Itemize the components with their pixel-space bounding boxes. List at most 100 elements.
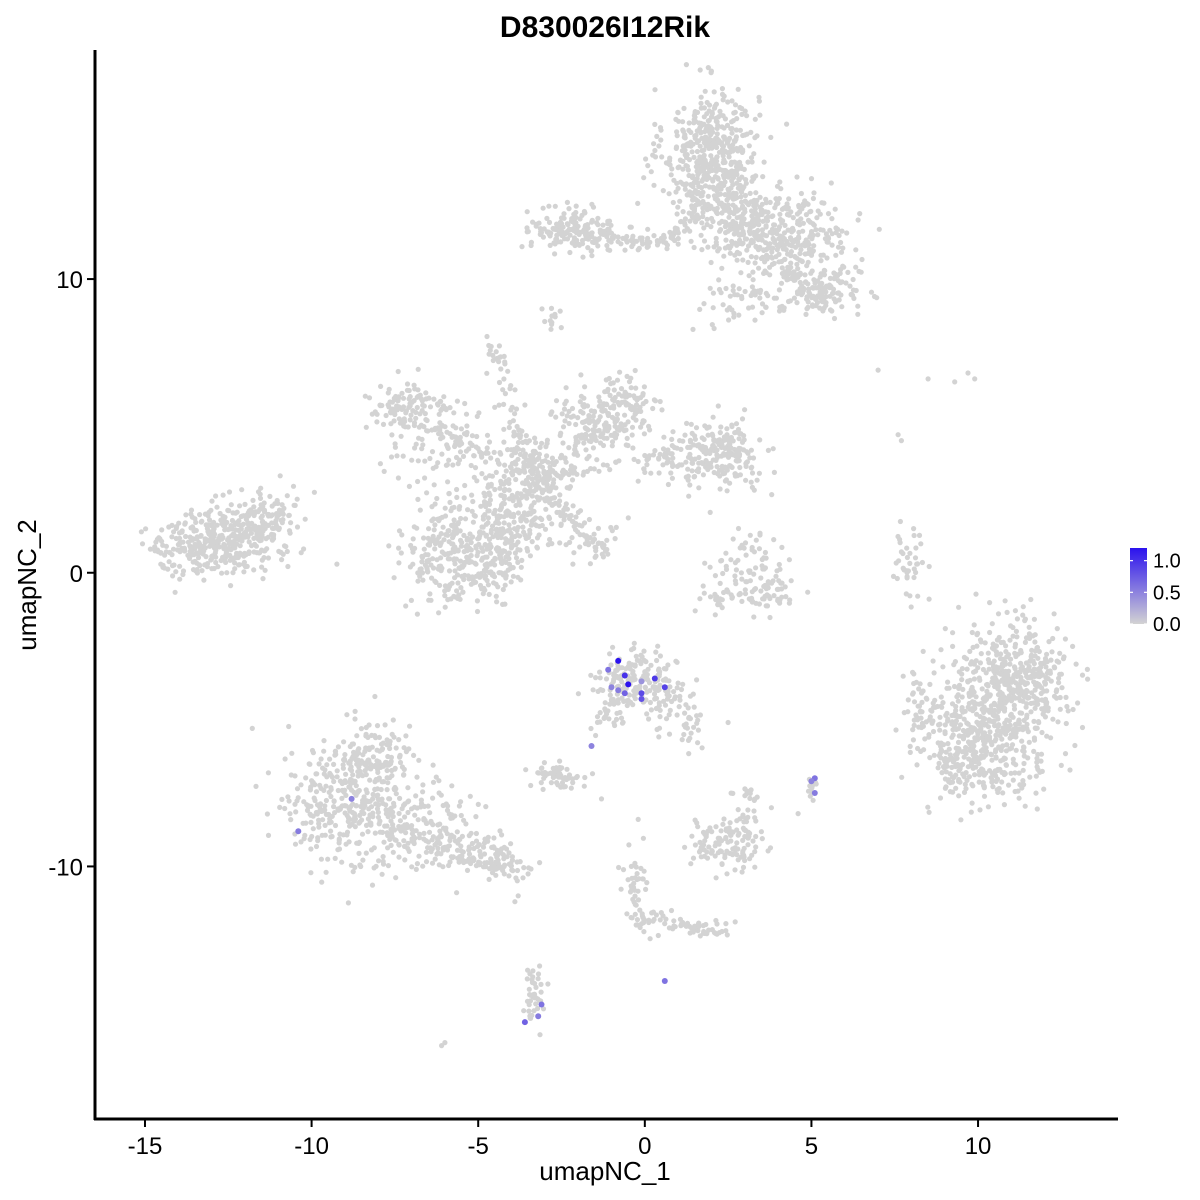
cell-point <box>963 770 969 776</box>
cell-point <box>930 700 936 706</box>
cell-point <box>308 846 314 852</box>
cell-point <box>713 239 719 245</box>
cell-point <box>474 433 480 440</box>
cell-point <box>532 435 538 441</box>
cell-point <box>1034 806 1040 812</box>
cell-point <box>675 110 681 116</box>
cell-point <box>280 551 286 557</box>
cell-point <box>239 513 246 519</box>
cell-point <box>1019 710 1025 716</box>
cell-point <box>518 515 524 522</box>
cell-point <box>911 574 917 581</box>
cell-point <box>286 723 292 730</box>
cell-point <box>757 112 763 118</box>
cell-point <box>719 142 725 148</box>
cell-point <box>930 728 937 735</box>
cell-point <box>610 397 616 403</box>
cell-point <box>592 423 598 429</box>
cell-point <box>987 768 993 774</box>
cell-point <box>758 588 764 594</box>
cell-point <box>614 710 620 716</box>
cell-point <box>692 608 698 614</box>
cell-point <box>1070 643 1076 650</box>
cell-point <box>1013 628 1020 635</box>
cell-point <box>1042 714 1048 720</box>
cell-point <box>844 230 850 236</box>
cell-point <box>1003 731 1009 737</box>
cell-point <box>525 228 531 235</box>
cell-point <box>611 672 617 678</box>
cell-point <box>447 499 453 505</box>
cell-point <box>942 626 948 632</box>
cell-point <box>782 222 788 228</box>
cell-point <box>294 524 301 530</box>
cell-point <box>661 434 667 440</box>
cell-point <box>626 402 632 408</box>
cell-point <box>410 536 416 542</box>
cell-point <box>372 830 378 836</box>
cell-point <box>679 462 685 468</box>
cell-point <box>624 702 630 709</box>
cell-point <box>957 766 963 772</box>
cell-point <box>705 466 711 473</box>
cell-point <box>678 446 684 452</box>
cell-point <box>656 734 662 740</box>
cell-point <box>839 279 845 285</box>
cell-point <box>185 539 191 545</box>
cell-point <box>764 584 770 591</box>
cell-point <box>824 255 830 261</box>
cell-point <box>396 545 402 551</box>
cell-point <box>995 611 1002 617</box>
cell-point <box>539 522 545 529</box>
cell-point <box>790 215 796 221</box>
cell-point <box>384 787 390 793</box>
cell-point <box>552 241 558 247</box>
cell-point <box>389 731 395 738</box>
cell-point <box>742 587 748 593</box>
cell-point <box>489 572 495 578</box>
cell-point <box>811 222 817 228</box>
cell-point <box>703 458 709 464</box>
cell-point <box>343 792 349 799</box>
cell-point <box>654 726 660 733</box>
cell-point <box>542 318 548 325</box>
cell-point <box>847 283 853 289</box>
cell-point <box>628 375 634 381</box>
cell-point <box>757 437 763 443</box>
cell-point <box>764 218 771 224</box>
cell-point <box>610 644 616 650</box>
cell-point <box>992 771 998 778</box>
cell-point <box>786 196 792 202</box>
cell-point <box>803 311 809 317</box>
cell-point <box>482 542 488 548</box>
cell-point <box>969 629 975 636</box>
cell-point <box>918 724 924 730</box>
cell-point <box>726 206 732 212</box>
cell-point <box>222 514 228 520</box>
cell-point <box>990 784 996 790</box>
cell-point <box>811 190 817 196</box>
cell-point <box>635 408 641 415</box>
cell-point <box>753 173 759 179</box>
cell-point <box>582 224 588 230</box>
cell-point <box>629 237 635 243</box>
cell-point <box>835 226 841 232</box>
cell-point <box>1062 751 1069 757</box>
cell-point <box>526 491 532 497</box>
cell-point <box>589 219 595 225</box>
cell-point <box>657 714 663 720</box>
cell-point <box>680 438 686 444</box>
cell-point <box>727 293 733 299</box>
cell-point <box>430 762 436 768</box>
cell-point <box>776 578 782 584</box>
cell-point <box>931 752 937 758</box>
cell-point <box>759 301 766 307</box>
cell-point <box>675 165 681 171</box>
cell-point <box>415 478 421 485</box>
cell-point <box>611 433 617 439</box>
cell-point <box>742 407 748 413</box>
cell-point <box>653 695 660 702</box>
cell-point <box>279 509 285 515</box>
cell-point <box>829 216 835 222</box>
cell-point <box>1036 720 1042 726</box>
